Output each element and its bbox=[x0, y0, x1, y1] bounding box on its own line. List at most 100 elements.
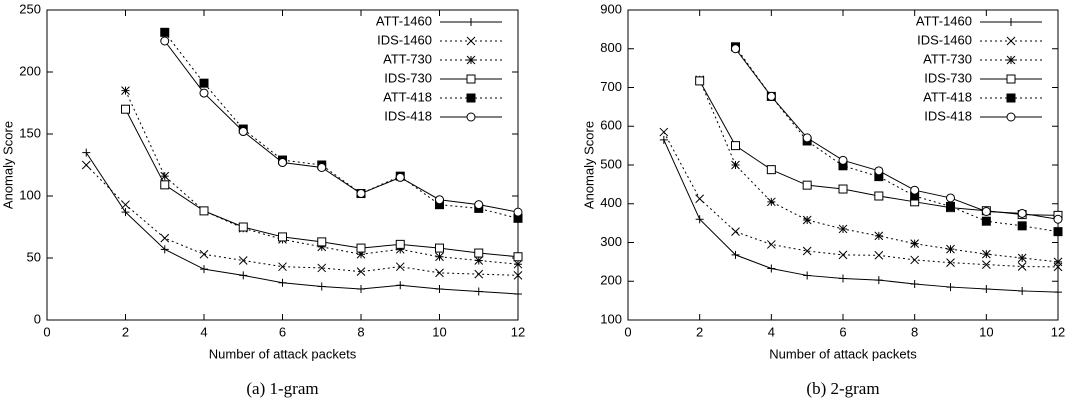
marker bbox=[160, 27, 170, 37]
y-axis-label: Anomaly Score bbox=[581, 121, 596, 209]
y-tick-label: 0 bbox=[34, 311, 41, 326]
legend-label: ATT-418 bbox=[383, 89, 432, 104]
marker bbox=[1006, 36, 1016, 46]
marker bbox=[946, 283, 955, 292]
marker bbox=[981, 249, 991, 259]
y-tick-label: 50 bbox=[27, 249, 41, 264]
x-tick-label: 0 bbox=[624, 324, 631, 339]
marker bbox=[1017, 221, 1027, 231]
series-line bbox=[735, 48, 1059, 220]
marker bbox=[121, 200, 130, 210]
marker bbox=[695, 215, 704, 224]
marker bbox=[731, 141, 740, 151]
marker bbox=[513, 252, 523, 262]
marker bbox=[435, 285, 444, 293]
legend-label: ATT-1460 bbox=[376, 13, 432, 28]
marker bbox=[946, 244, 955, 254]
marker bbox=[766, 197, 776, 207]
marker bbox=[1007, 18, 1015, 26]
marker bbox=[278, 278, 287, 287]
marker bbox=[1006, 74, 1016, 84]
marker bbox=[199, 249, 209, 259]
x-tick-label: 6 bbox=[839, 324, 846, 339]
marker bbox=[1053, 214, 1063, 224]
marker bbox=[200, 265, 208, 274]
marker bbox=[238, 222, 248, 232]
marker bbox=[278, 262, 287, 272]
marker bbox=[356, 189, 366, 199]
marker bbox=[121, 104, 130, 114]
x-tick-label: 4 bbox=[768, 324, 775, 339]
y-tick-label: 150 bbox=[19, 125, 41, 140]
marker bbox=[802, 246, 812, 256]
marker bbox=[356, 243, 366, 253]
y-axis-label: Anomaly Score bbox=[0, 121, 15, 209]
marker bbox=[767, 264, 776, 273]
marker bbox=[981, 207, 991, 216]
marker bbox=[466, 36, 476, 46]
x-tick-label: 8 bbox=[357, 324, 364, 339]
legend-label: ATT-730 bbox=[923, 51, 972, 66]
marker bbox=[874, 231, 884, 241]
marker bbox=[82, 148, 91, 157]
y-tick-label: 400 bbox=[600, 195, 622, 210]
marker bbox=[766, 240, 776, 249]
x-tick-label: 12 bbox=[511, 324, 525, 339]
marker bbox=[239, 271, 248, 280]
legend-label: ATT-730 bbox=[383, 51, 432, 66]
marker bbox=[513, 271, 523, 280]
marker bbox=[838, 184, 848, 194]
marker bbox=[513, 259, 523, 269]
marker bbox=[1054, 288, 1062, 297]
marker bbox=[695, 194, 705, 204]
marker bbox=[838, 155, 848, 165]
x-tick-label: 2 bbox=[696, 324, 703, 339]
marker bbox=[474, 269, 484, 279]
marker bbox=[160, 171, 170, 181]
series-line bbox=[85, 152, 519, 295]
marker bbox=[838, 250, 848, 260]
marker bbox=[435, 243, 444, 253]
marker bbox=[1006, 112, 1016, 122]
marker bbox=[199, 206, 209, 216]
x-tick-label: 12 bbox=[1051, 324, 1065, 339]
marker bbox=[838, 224, 848, 234]
marker bbox=[910, 185, 920, 195]
series-line bbox=[663, 139, 1059, 293]
marker bbox=[160, 233, 170, 243]
legend-label: IDS-418 bbox=[384, 108, 432, 123]
caption: (a) 1-gram bbox=[246, 379, 318, 398]
series-line bbox=[125, 108, 519, 258]
marker bbox=[474, 200, 484, 210]
marker bbox=[395, 262, 405, 272]
marker bbox=[317, 242, 327, 252]
marker bbox=[731, 44, 740, 54]
marker bbox=[466, 55, 476, 65]
marker bbox=[317, 263, 327, 273]
y-tick-label: 100 bbox=[19, 187, 41, 202]
y-tick-label: 500 bbox=[600, 156, 622, 171]
marker bbox=[981, 216, 991, 226]
marker bbox=[317, 237, 327, 247]
x-axis-label: Number of attack packets bbox=[209, 346, 357, 361]
marker bbox=[1018, 286, 1027, 295]
marker bbox=[160, 180, 170, 190]
y-tick-label: 300 bbox=[600, 234, 622, 249]
marker bbox=[466, 74, 476, 84]
legend-label: ATT-418 bbox=[923, 89, 972, 104]
marker bbox=[946, 201, 955, 211]
marker bbox=[802, 180, 812, 190]
x-tick-label: 10 bbox=[979, 324, 993, 339]
marker bbox=[278, 232, 287, 242]
legend-label: IDS-730 bbox=[384, 70, 432, 85]
marker bbox=[731, 250, 740, 259]
marker bbox=[659, 135, 668, 144]
marker bbox=[731, 227, 740, 237]
marker bbox=[317, 162, 327, 172]
marker bbox=[395, 239, 405, 249]
marker bbox=[466, 93, 476, 103]
marker bbox=[513, 207, 523, 217]
marker bbox=[474, 248, 484, 258]
marker bbox=[238, 256, 248, 265]
